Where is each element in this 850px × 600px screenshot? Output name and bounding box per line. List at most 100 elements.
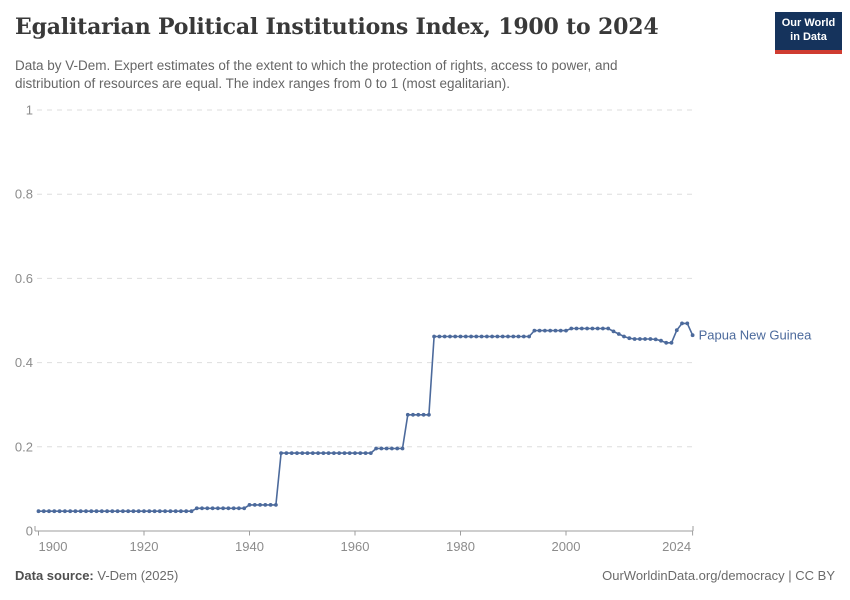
- data-point-2013[interactable]: [632, 337, 637, 341]
- data-point-2022[interactable]: [680, 321, 684, 326]
- data-point-1980[interactable]: [458, 334, 463, 339]
- data-point-1976[interactable]: [437, 334, 442, 339]
- data-point-2000[interactable]: [564, 328, 568, 333]
- data-point-1967[interactable]: [390, 446, 394, 451]
- data-point-1952[interactable]: [310, 451, 315, 455]
- credit-link[interactable]: OurWorldinData.org/democracy | CC BY: [602, 568, 835, 583]
- data-point-2023[interactable]: [685, 321, 690, 326]
- data-point-1946[interactable]: [279, 451, 283, 455]
- data-point-1909[interactable]: [84, 509, 88, 514]
- data-point-1999[interactable]: [558, 328, 563, 333]
- data-point-1927[interactable]: [179, 509, 183, 514]
- data-point-2003[interactable]: [579, 326, 584, 331]
- data-point-1960[interactable]: [353, 451, 357, 455]
- data-point-1906[interactable]: [68, 509, 73, 514]
- data-point-1938[interactable]: [237, 506, 241, 511]
- data-point-1978[interactable]: [448, 334, 452, 339]
- data-point-1904[interactable]: [57, 509, 62, 514]
- data-point-1940[interactable]: [247, 503, 252, 507]
- data-point-1951[interactable]: [305, 451, 310, 455]
- data-point-1972[interactable]: [416, 412, 421, 417]
- data-point-1925[interactable]: [168, 509, 173, 514]
- data-point-1973[interactable]: [421, 412, 426, 417]
- data-point-1935[interactable]: [221, 506, 226, 511]
- data-point-1902[interactable]: [47, 509, 51, 514]
- data-point-1947[interactable]: [284, 451, 289, 455]
- data-point-1977[interactable]: [442, 334, 447, 339]
- data-point-1970[interactable]: [405, 412, 410, 417]
- data-point-2024[interactable]: [690, 333, 695, 338]
- data-point-2020[interactable]: [669, 340, 674, 345]
- data-point-1966[interactable]: [384, 446, 389, 451]
- data-point-2016[interactable]: [648, 337, 653, 341]
- data-point-1987[interactable]: [495, 334, 500, 339]
- data-point-1963[interactable]: [368, 451, 373, 455]
- data-point-2001[interactable]: [569, 326, 574, 331]
- data-point-1924[interactable]: [163, 509, 168, 514]
- data-point-1983[interactable]: [474, 334, 479, 339]
- data-point-2004[interactable]: [585, 326, 589, 331]
- data-point-1975[interactable]: [432, 334, 436, 339]
- data-point-2007[interactable]: [601, 326, 605, 331]
- data-point-1901[interactable]: [41, 509, 46, 514]
- data-point-1974[interactable]: [427, 412, 431, 417]
- data-point-1948[interactable]: [289, 451, 294, 455]
- data-point-1928[interactable]: [184, 509, 189, 514]
- data-point-1936[interactable]: [226, 506, 231, 511]
- data-point-1917[interactable]: [126, 509, 131, 514]
- data-point-1912[interactable]: [99, 509, 104, 514]
- data-point-1979[interactable]: [453, 334, 458, 339]
- data-point-1945[interactable]: [274, 503, 278, 507]
- data-point-1937[interactable]: [231, 506, 236, 511]
- data-point-1908[interactable]: [78, 509, 83, 514]
- line-series[interactable]: [38, 322, 694, 513]
- data-point-1994[interactable]: [532, 328, 537, 333]
- data-point-1993[interactable]: [527, 334, 531, 339]
- data-point-2010[interactable]: [616, 332, 621, 336]
- data-point-1991[interactable]: [516, 334, 521, 339]
- data-point-1900[interactable]: [36, 509, 41, 514]
- data-point-1997[interactable]: [548, 328, 553, 333]
- data-point-1931[interactable]: [200, 506, 204, 511]
- data-point-1950[interactable]: [300, 451, 305, 455]
- data-point-2012[interactable]: [627, 336, 632, 341]
- data-point-1930[interactable]: [194, 506, 199, 511]
- data-point-1929[interactable]: [189, 509, 194, 514]
- data-point-1913[interactable]: [105, 509, 109, 514]
- data-point-1915[interactable]: [115, 509, 120, 514]
- data-point-1949[interactable]: [295, 451, 299, 455]
- data-point-1933[interactable]: [210, 506, 215, 511]
- data-point-1907[interactable]: [73, 509, 78, 514]
- data-point-1998[interactable]: [553, 328, 558, 333]
- data-point-1922[interactable]: [152, 509, 157, 514]
- data-point-1910[interactable]: [89, 509, 94, 514]
- data-point-2021[interactable]: [674, 328, 679, 333]
- data-point-1918[interactable]: [131, 509, 136, 514]
- data-point-1939[interactable]: [242, 506, 247, 511]
- data-point-1911[interactable]: [94, 509, 99, 514]
- data-point-1919[interactable]: [136, 509, 141, 514]
- data-point-1926[interactable]: [173, 509, 178, 514]
- data-point-1984[interactable]: [479, 334, 484, 339]
- data-point-1995[interactable]: [537, 328, 542, 333]
- data-point-1982[interactable]: [469, 334, 473, 339]
- data-point-1968[interactable]: [395, 446, 400, 451]
- data-point-2015[interactable]: [643, 337, 647, 341]
- data-point-1962[interactable]: [363, 451, 368, 455]
- data-point-1921[interactable]: [147, 509, 152, 514]
- data-point-1955[interactable]: [326, 451, 331, 455]
- data-point-1988[interactable]: [500, 334, 505, 339]
- data-point-1969[interactable]: [400, 446, 405, 451]
- data-point-1941[interactable]: [252, 503, 257, 507]
- data-point-1944[interactable]: [268, 503, 273, 507]
- data-point-1981[interactable]: [463, 334, 468, 339]
- data-point-1934[interactable]: [216, 506, 220, 511]
- data-point-1990[interactable]: [511, 334, 516, 339]
- data-point-1942[interactable]: [258, 503, 262, 507]
- data-point-1985[interactable]: [485, 334, 489, 339]
- data-point-2019[interactable]: [664, 340, 669, 345]
- data-point-1920[interactable]: [142, 509, 146, 514]
- data-point-2005[interactable]: [590, 326, 595, 331]
- data-point-1986[interactable]: [490, 334, 494, 339]
